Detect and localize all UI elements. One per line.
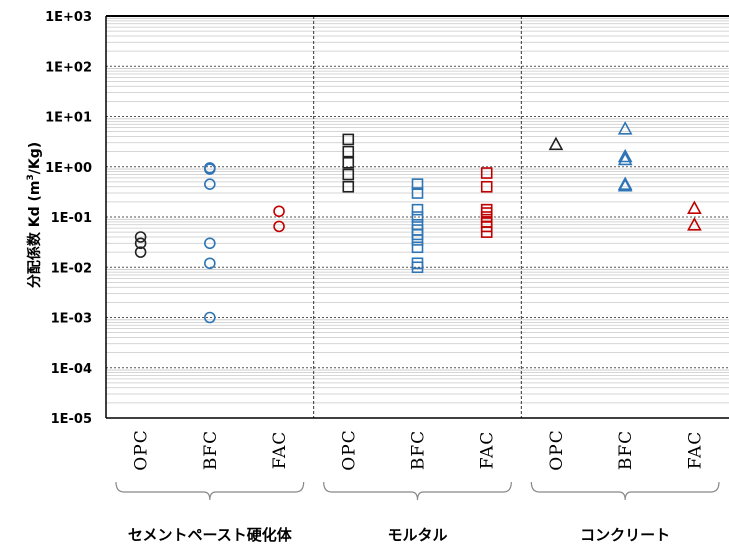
y-axis-label: 分配係数 Kd (m3/Kg) [26,142,43,288]
plot-frame [105,15,729,419]
group-label: コンクリート [580,526,670,544]
data-point [411,187,424,199]
data-point [134,237,147,250]
group-brace [530,481,720,501]
group-label: セメントペースト硬化体 [128,526,293,544]
data-point [134,231,147,243]
data-point [204,237,216,250]
data-point [687,217,702,231]
data-point [480,180,493,193]
group-labels: セメントペースト硬化体 モルタル コンクリート [128,526,670,544]
y-tick-label: 1E-03 [51,312,92,327]
data-points [134,121,702,324]
group-label: モルタル [387,526,447,544]
data-point [687,200,702,214]
data-point [204,163,216,175]
y-tick-label: 1E-04 [51,362,92,377]
data-point [480,226,493,238]
data-point [342,156,355,169]
data-point [411,178,424,190]
data-point [617,178,633,192]
y-tick-label: 1E+00 [45,161,92,176]
data-point [204,178,216,190]
y-tick-label: 1E-02 [51,261,92,276]
data-point [617,151,633,166]
y-tick-label: 1E+02 [45,60,92,75]
data-point [204,311,216,324]
data-point [411,234,424,246]
data-point [342,180,355,193]
group-brace [323,481,512,501]
group-separators [313,16,522,418]
data-point [342,168,355,181]
category-labels: OPC BFC FAC OPC BFC FAC OPC BFC FAC [132,429,706,470]
category-label: OPC [132,429,152,470]
category-label: FAC [685,431,705,470]
group-braces [115,481,720,501]
data-point [411,203,424,216]
y-tick-label: 1E-01 [51,211,92,226]
data-point [342,133,355,146]
data-point [617,121,633,135]
data-point [411,261,424,274]
category-label: OPC [547,429,567,470]
grid-lines [106,17,729,419]
data-point [273,220,285,233]
data-point [134,246,147,258]
category-label: BFC [201,430,221,470]
group-brace [115,481,305,501]
category-label: BFC [616,430,636,470]
y-tick-label: 1E+03 [45,10,92,25]
category-label: FAC [478,431,498,470]
data-point [273,205,285,218]
data-point [342,145,355,158]
data-point [617,148,633,163]
data-point [480,203,493,216]
y-tick-labels: 1E+03 1E+02 1E+01 1E+00 1E-01 1E-02 1E-03 1E-04… [45,10,92,427]
category-label: FAC [270,431,290,470]
data-point [548,136,564,151]
y-tick-label: 1E+01 [45,111,92,126]
data-point [480,167,493,179]
data-point [411,241,424,254]
y-tick-label: 1E-05 [51,412,92,427]
category-label: BFC [409,430,429,470]
data-point [204,257,216,270]
category-label: OPC [339,429,359,470]
data-point [411,211,424,223]
